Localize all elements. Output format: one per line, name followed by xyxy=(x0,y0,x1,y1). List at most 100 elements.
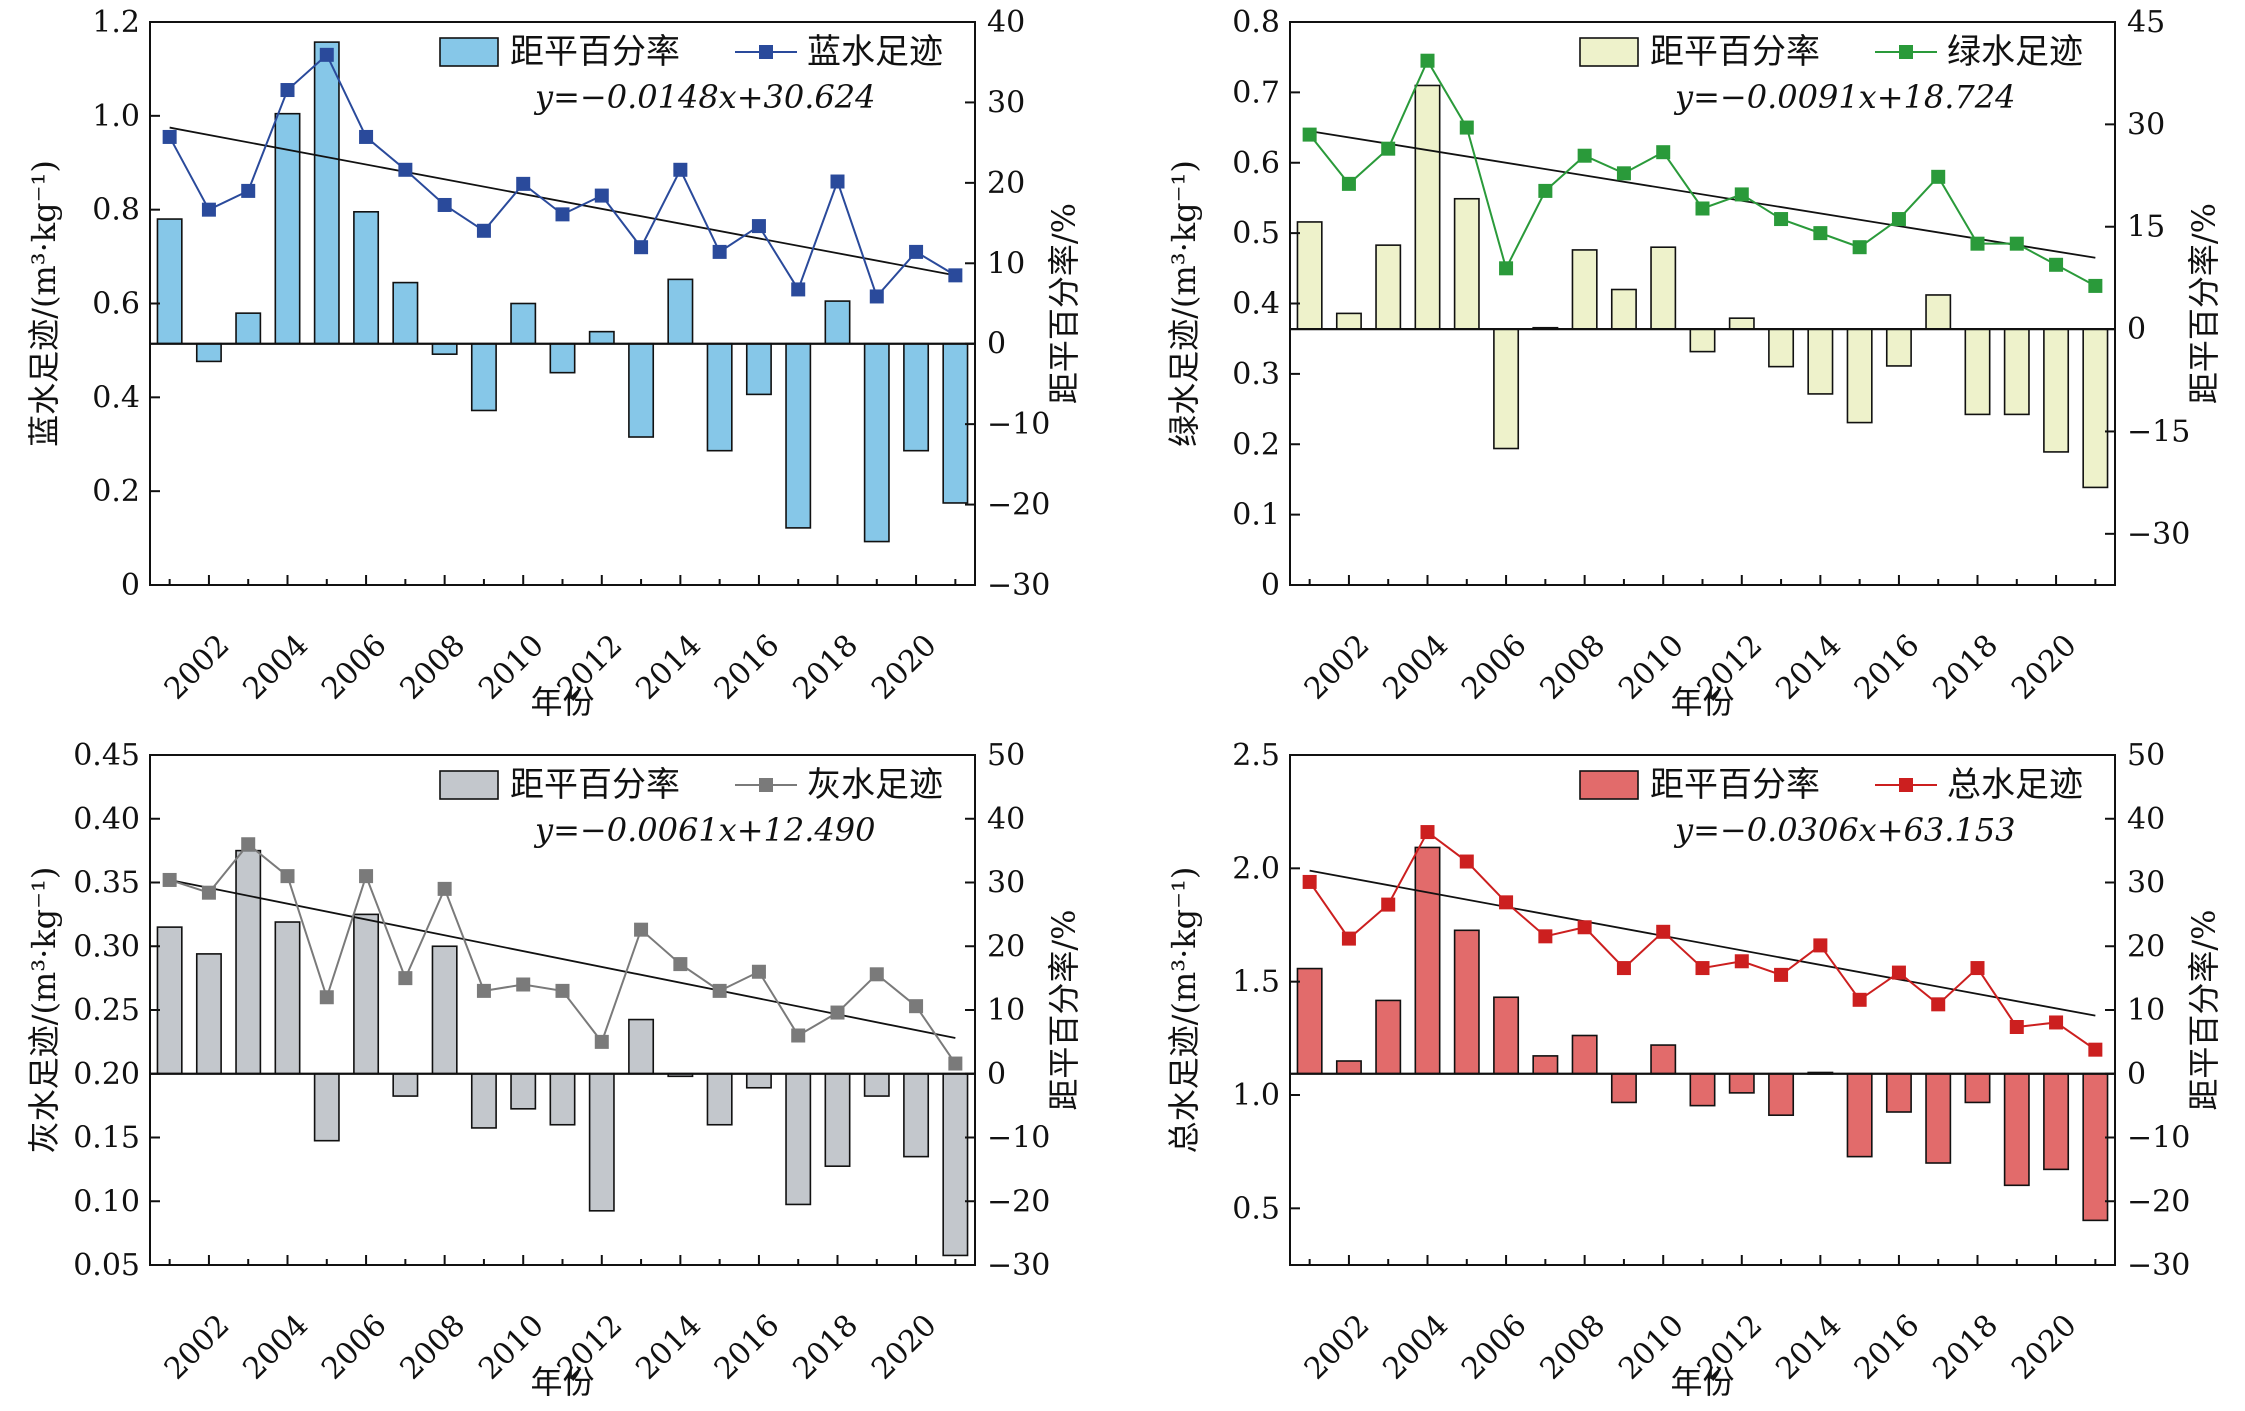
left-tick-label: 0.2 xyxy=(1232,427,1280,462)
anomaly-bar xyxy=(549,342,576,374)
legend-line-marker xyxy=(1899,45,1913,59)
legend-bar-swatch xyxy=(439,37,499,67)
anomaly-bar xyxy=(903,1072,930,1158)
footprint-marker xyxy=(909,999,924,1014)
anomaly-bar xyxy=(1453,929,1480,1075)
anomaly-bar xyxy=(1925,1072,1952,1164)
left-tick-label: 0.4 xyxy=(1232,287,1280,322)
legend-bar-swatch xyxy=(439,770,499,800)
x-tick-label: 2004 xyxy=(236,628,315,707)
left-tick-label: 0.30 xyxy=(73,929,140,964)
anomaly-bar xyxy=(942,1072,969,1257)
footprint-marker xyxy=(280,83,295,98)
footprint-marker xyxy=(594,188,609,203)
anomaly-bar xyxy=(1532,1055,1559,1075)
right-tick-label: −10 xyxy=(2127,1121,2190,1156)
right-tick-label: −30 xyxy=(987,1248,1050,1283)
right-tick-label: −30 xyxy=(987,568,1050,603)
right-tick-label: 40 xyxy=(987,802,1025,837)
footprint-marker xyxy=(280,869,295,884)
anomaly-bar xyxy=(628,342,655,438)
grey-water-chart: 0.05 0.10 0.15 0.20 0.25 0.30 0.35 0.40 0.45 −30 −… xyxy=(25,738,1083,1401)
right-tick-label: 50 xyxy=(987,738,1025,773)
anomaly-bar xyxy=(470,1072,497,1129)
anomaly-bar xyxy=(1846,328,1873,424)
anomaly-bar xyxy=(2003,328,2030,416)
right-tick-label: 30 xyxy=(987,866,1025,901)
trend-equation: y=−0.0091x+18.724 xyxy=(1673,78,2016,116)
footprint-marker xyxy=(791,282,806,297)
right-tick-label: 10 xyxy=(2127,993,2165,1028)
footprint-marker xyxy=(241,183,256,198)
anomaly-bar xyxy=(1807,328,1834,395)
footprint-marker xyxy=(1381,141,1396,156)
left-tick-label: 1.0 xyxy=(1232,1078,1280,1113)
anomaly-bar xyxy=(313,41,340,345)
footprint-marker xyxy=(1970,961,1985,976)
anomaly-bar xyxy=(706,342,733,452)
footprint-marker xyxy=(869,967,884,982)
anomaly-bar xyxy=(1493,328,1520,450)
x-tick-label: 2002 xyxy=(1298,1308,1377,1387)
x-tick-label: 2002 xyxy=(1298,628,1377,707)
footprint-marker xyxy=(1656,924,1671,939)
footprint-marker xyxy=(162,129,177,144)
anomaly-bar xyxy=(588,330,615,345)
anomaly-bar xyxy=(1728,1072,1755,1094)
x-tick-label: 2002 xyxy=(158,628,237,707)
anomaly-bar xyxy=(156,218,183,345)
x-tick-label: 2018 xyxy=(786,628,865,707)
left-tick-label: 0.8 xyxy=(92,193,140,228)
x-tick-label: 2002 xyxy=(158,1308,237,1387)
anomaly-bar xyxy=(1610,288,1637,330)
anomaly-bar xyxy=(1650,1044,1677,1075)
legend-bar-label: 距平百分率 xyxy=(1650,32,1820,72)
x-axis-label: 年份 xyxy=(530,683,594,721)
right-axis-label: 距平百分率/% xyxy=(2185,203,2223,404)
left-axis-label: 绿水足迹/(m³·kg⁻¹) xyxy=(1165,160,1203,447)
footprint-marker xyxy=(1813,938,1828,953)
x-tick-label: 2020 xyxy=(865,1308,944,1387)
footprint-marker xyxy=(1695,961,1710,976)
x-tick-label: 2018 xyxy=(1926,1308,2005,1387)
legend-line-marker xyxy=(1899,778,1913,792)
anomaly-bar xyxy=(628,1018,655,1075)
left-tick-label: 0.20 xyxy=(73,1057,140,1092)
anomaly-bar xyxy=(549,1072,576,1126)
footprint-marker xyxy=(1341,176,1356,191)
footprint-marker xyxy=(1852,992,1867,1007)
anomaly-bar xyxy=(2043,328,2070,453)
left-tick-label: 0.8 xyxy=(1232,5,1280,40)
footprint-marker xyxy=(1695,201,1710,216)
left-tick-label: 0.2 xyxy=(92,474,140,509)
footprint-marker xyxy=(1499,261,1514,276)
x-tick-label: 2006 xyxy=(315,1308,394,1387)
footprint-marker xyxy=(555,983,570,998)
left-tick-label: 0.45 xyxy=(73,738,140,773)
legend-bar-label: 距平百分率 xyxy=(510,765,680,805)
x-tick-label: 2006 xyxy=(315,628,394,707)
footprint-marker xyxy=(634,922,649,937)
x-tick-label: 2006 xyxy=(1455,628,1534,707)
footprint-marker xyxy=(1656,145,1671,160)
legend-line-label: 总水足迹 xyxy=(1947,765,2083,805)
footprint-marker xyxy=(1734,187,1749,202)
footprint-marker xyxy=(1577,920,1592,935)
right-tick-label: 0 xyxy=(2127,1057,2146,1092)
right-tick-label: 45 xyxy=(2127,5,2165,40)
right-tick-label: 20 xyxy=(2127,929,2165,964)
anomaly-bar xyxy=(1414,846,1441,1075)
anomaly-bar xyxy=(2082,1072,2109,1222)
footprint-marker xyxy=(1852,240,1867,255)
anomaly-bar xyxy=(313,1072,340,1142)
footprint-marker xyxy=(1891,965,1906,980)
anomaly-bar xyxy=(863,342,890,543)
left-tick-label: 0.4 xyxy=(92,380,140,415)
right-tick-label: 0 xyxy=(987,1057,1006,1092)
right-tick-label: −20 xyxy=(987,488,1050,523)
trend-equation: y=−0.0148x+30.624 xyxy=(533,78,876,116)
anomaly-bar xyxy=(706,1072,733,1126)
right-tick-label: 40 xyxy=(987,5,1025,40)
anomaly-bar xyxy=(2082,328,2109,489)
